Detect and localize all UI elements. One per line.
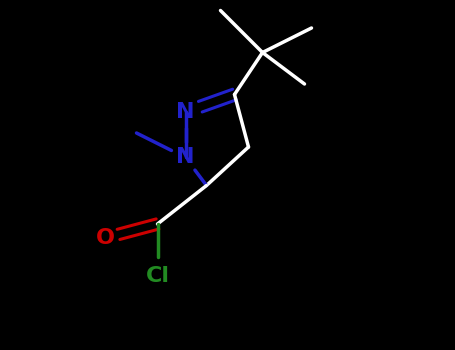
Text: O: O [96,228,115,248]
Text: N: N [176,102,195,122]
Text: Cl: Cl [146,266,170,287]
Text: N: N [176,147,195,168]
